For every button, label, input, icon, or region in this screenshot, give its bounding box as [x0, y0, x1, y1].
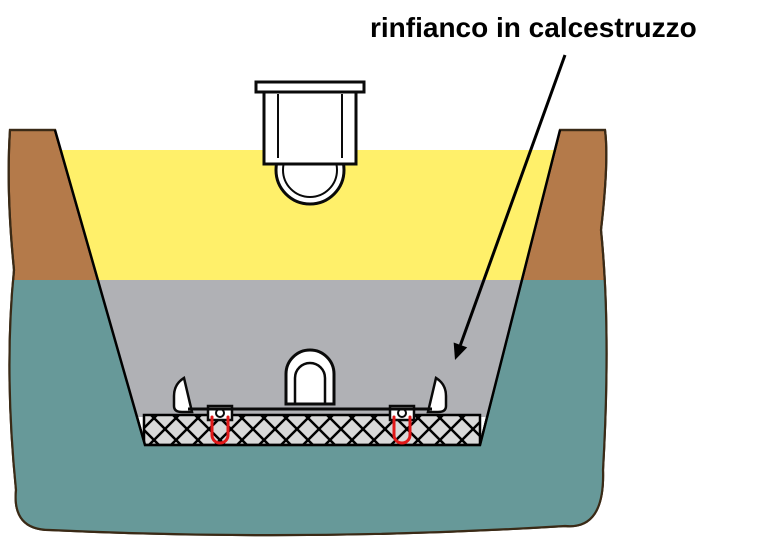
cross-section-svg [0, 0, 784, 560]
callout-label: rinfianco in calcestruzzo [370, 12, 697, 44]
bedding-layer [144, 415, 480, 445]
tank-manway [286, 350, 334, 404]
diagram-canvas: rinfianco in calcestruzzo [0, 0, 784, 560]
